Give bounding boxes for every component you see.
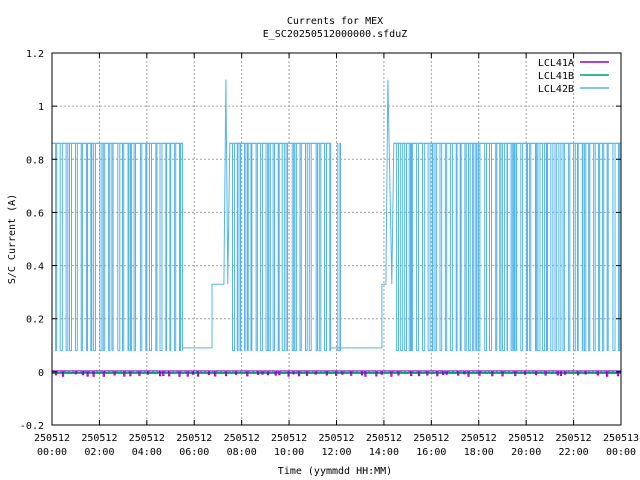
x-tick-date: 250512 bbox=[81, 433, 117, 444]
x-tick-time: 00:00 bbox=[606, 447, 636, 458]
x-tick-date: 250512 bbox=[34, 433, 70, 444]
x-tick-date: 250512 bbox=[461, 433, 497, 444]
chart-title: Currents for MEX bbox=[287, 16, 383, 27]
x-tick-date: 250512 bbox=[176, 433, 212, 444]
x-tick-time: 16:00 bbox=[416, 447, 446, 458]
x-tick-time: 10:00 bbox=[274, 447, 304, 458]
x-tick-time: 14:00 bbox=[369, 447, 399, 458]
series-lcl42b-line bbox=[52, 79, 621, 349]
x-tick-time: 06:00 bbox=[179, 447, 209, 458]
x-tick-time: 04:00 bbox=[132, 447, 162, 458]
series-lcl41a-line bbox=[52, 370, 621, 377]
axes-ticks: -0.2 0 0.2 0.4 0.6 0.8 1 1.2 250512 00:00 250512 02… bbox=[20, 49, 639, 458]
x-tick-time: 20:00 bbox=[511, 447, 541, 458]
x-tick-date: 250512 bbox=[508, 433, 544, 444]
x-tick-time: 22:00 bbox=[559, 447, 589, 458]
plot-area bbox=[52, 79, 622, 377]
y-tick-label: 0.8 bbox=[26, 155, 44, 166]
x-axis-label: Time (yymmdd HH:MM) bbox=[278, 466, 392, 477]
x-tick-time: 08:00 bbox=[227, 447, 257, 458]
x-tick-time: 12:00 bbox=[321, 447, 351, 458]
series-lcl42b-switching bbox=[393, 142, 622, 352]
legend-label: LCL42B bbox=[538, 84, 574, 95]
y-tick-label: 1.2 bbox=[26, 49, 44, 60]
y-tick-label: -0.2 bbox=[20, 421, 44, 432]
x-tick-time: 18:00 bbox=[464, 447, 494, 458]
y-tick-label: 0 bbox=[38, 368, 44, 379]
legend-label: LCL41A bbox=[538, 58, 574, 69]
y-tick-label: 0.4 bbox=[26, 262, 44, 273]
x-tick-date: 250512 bbox=[224, 433, 260, 444]
y-tick-label: 1 bbox=[38, 102, 44, 113]
x-tick-date: 250512 bbox=[366, 433, 402, 444]
series-lcl42b-switching bbox=[336, 142, 341, 352]
x-tick-time: 02:00 bbox=[84, 447, 114, 458]
chart-subtitle: E_SC20250512000000.sfduZ bbox=[263, 29, 408, 40]
y-tick-label: 0.2 bbox=[26, 315, 44, 326]
series-lcl42b-switching bbox=[52, 142, 183, 352]
x-tick-date: 250512 bbox=[129, 433, 165, 444]
x-tick-date: 250512 bbox=[413, 433, 449, 444]
y-tick-label: 0.6 bbox=[26, 208, 44, 219]
legend: LCL41A LCL41B LCL42B bbox=[538, 58, 609, 95]
x-tick-date: 250512 bbox=[271, 433, 307, 444]
series-lcl42b-switching bbox=[229, 142, 332, 352]
x-tick-date: 250512 bbox=[556, 433, 592, 444]
x-tick-date: 250513 bbox=[603, 433, 639, 444]
x-tick-time: 00:00 bbox=[37, 447, 67, 458]
y-axis-label: S/C Current (A) bbox=[7, 194, 18, 284]
legend-label: LCL41B bbox=[538, 71, 574, 82]
x-tick-date: 250512 bbox=[318, 433, 354, 444]
